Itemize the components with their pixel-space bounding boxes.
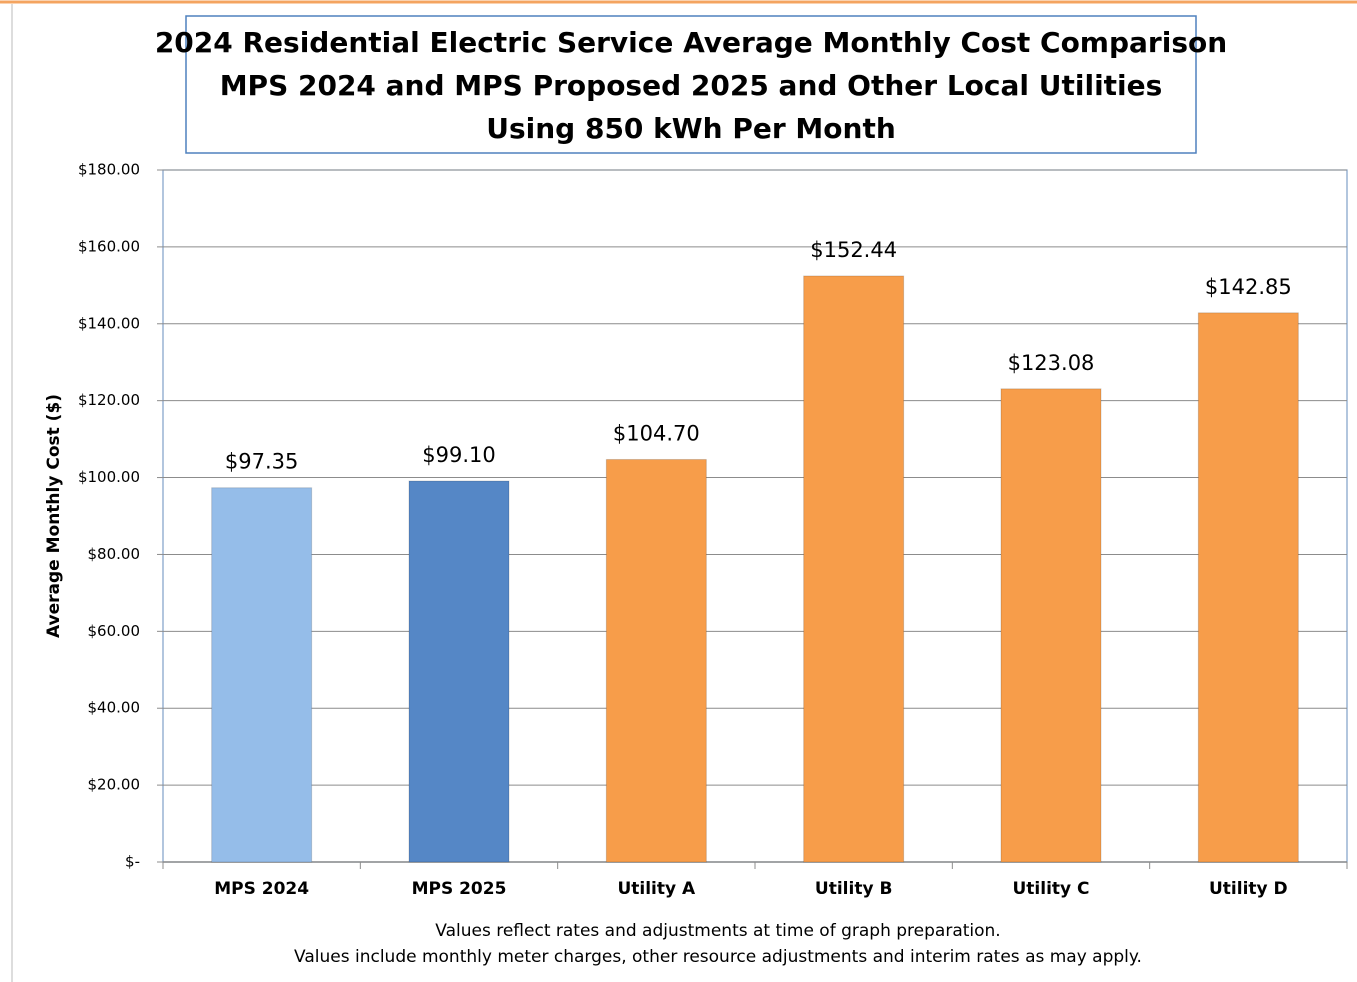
x-tick-label: MPS 2024 [214,879,309,899]
y-tick-label: $160.00 [78,237,140,255]
bar [211,487,313,863]
value-label: $99.10 [422,443,495,467]
x-tick-label: Utility B [815,879,893,899]
title-box [185,15,1197,154]
plot-area [162,169,1348,863]
x-tick-label: Utility C [1012,879,1089,899]
y-tick-label: $180.00 [78,161,140,179]
y-tick-label: $140.00 [78,314,140,332]
x-tick-label: MPS 2025 [412,879,507,899]
x-tick-label: Utility D [1209,879,1288,899]
note: Values reflect rates and adjustments at … [435,921,1000,941]
y-tick-label: $- [125,853,140,871]
y-tick-label: $40.00 [88,699,141,717]
bar [1000,388,1102,863]
note: Values include monthly meter charges, ot… [294,947,1142,967]
y-tick-label: $120.00 [78,391,140,409]
value-label: $152.44 [810,238,897,262]
value-label: $142.85 [1205,275,1292,299]
bar [408,480,510,863]
value-label: $104.70 [613,421,700,445]
chart-title: Using 850 kWh Per Month [486,112,896,145]
bar [605,458,707,863]
bar [1197,312,1299,863]
x-tick-label: Utility A [617,879,696,899]
y-tick-label: $60.00 [88,622,141,640]
y-tick-label: $80.00 [88,545,141,563]
chart-title: 2024 Residential Electric Service Averag… [155,26,1227,59]
y-axis-label: Average Monthly Cost ($) [44,394,64,638]
bar [803,275,905,863]
y-tick-label: $100.00 [78,468,140,486]
y-tick-label: $20.00 [88,776,141,794]
value-label: $123.08 [1008,351,1095,375]
chart-title: MPS 2024 and MPS Proposed 2025 and Other… [220,69,1163,102]
value-label: $97.35 [225,450,298,474]
